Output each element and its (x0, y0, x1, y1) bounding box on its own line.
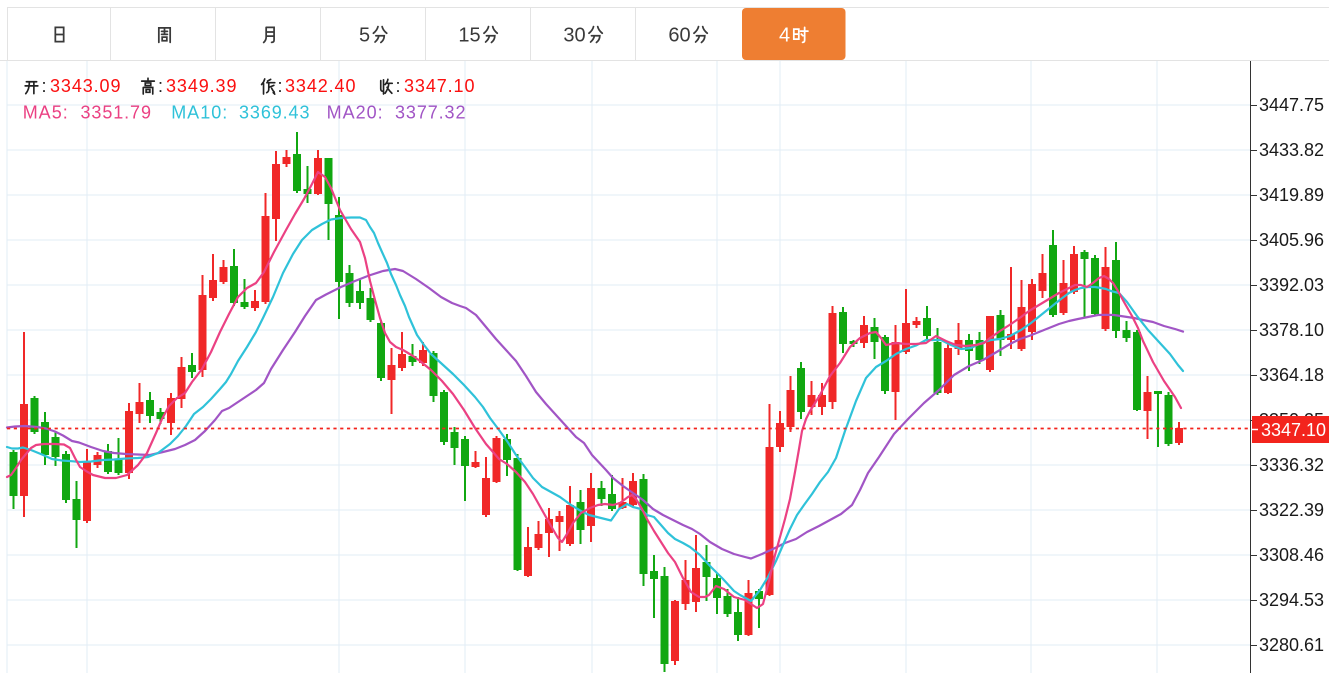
svg-text:3342.40: 3342.40 (285, 76, 356, 96)
svg-text:3433.82: 3433.82 (1259, 140, 1324, 160)
svg-text:3336.32: 3336.32 (1259, 455, 1324, 475)
svg-text:60: 60 (668, 25, 690, 47)
svg-text::: : (396, 76, 401, 96)
svg-text:MA5:: MA5: (23, 103, 69, 123)
svg-text:15: 15 (458, 25, 480, 47)
svg-text:3347.10: 3347.10 (404, 76, 475, 96)
svg-text:4: 4 (779, 25, 790, 47)
svg-text:5: 5 (359, 25, 370, 47)
svg-text:3308.46: 3308.46 (1259, 545, 1324, 565)
svg-text:30: 30 (563, 25, 585, 47)
svg-text:3322.39: 3322.39 (1259, 500, 1324, 520)
svg-text:3347.10: 3347.10 (1261, 420, 1326, 440)
svg-text:3349.39: 3349.39 (166, 76, 237, 96)
svg-text:3294.53: 3294.53 (1259, 590, 1324, 610)
svg-text:3392.03: 3392.03 (1259, 275, 1324, 295)
svg-text::: : (42, 76, 47, 96)
svg-text:3351.79: 3351.79 (81, 103, 152, 123)
svg-text:3447.75: 3447.75 (1259, 95, 1324, 115)
svg-text:3343.09: 3343.09 (50, 76, 121, 96)
svg-text:MA20:: MA20: (327, 103, 384, 123)
svg-text:3364.18: 3364.18 (1259, 365, 1324, 385)
svg-text::: : (158, 76, 163, 96)
svg-text:3377.32: 3377.32 (395, 103, 466, 123)
svg-text::: : (278, 76, 283, 96)
svg-text:MA10:: MA10: (171, 103, 228, 123)
svg-text:3378.10: 3378.10 (1259, 320, 1324, 340)
svg-text:3419.89: 3419.89 (1259, 185, 1324, 205)
svg-text:3405.96: 3405.96 (1259, 230, 1324, 250)
svg-text:3280.61: 3280.61 (1259, 635, 1324, 655)
svg-text:3369.43: 3369.43 (239, 103, 310, 123)
